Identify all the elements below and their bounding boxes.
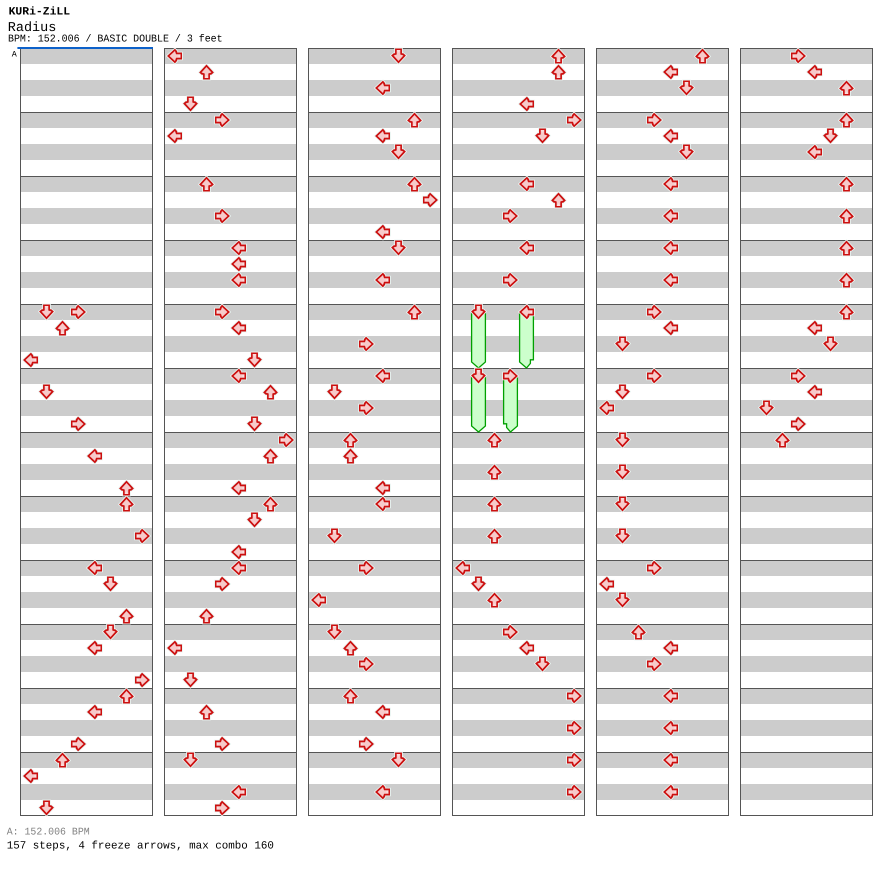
svg-text:Radius: Radius [8,21,57,36]
svg-text:A: 152.006 BPM: A: 152.006 BPM [7,828,90,839]
svg-text:BPM: 152.006 / BASIC DOUBLE /: BPM: 152.006 / BASIC DOUBLE / 3 feet [8,34,223,46]
svg-text:KURi-ZiLL: KURi-ZiLL [9,6,71,19]
svg-text:A: A [12,50,18,60]
svg-text:157 steps, 4 freeze arrows, ma: 157 steps, 4 freeze arrows, max combo 16… [7,841,274,853]
